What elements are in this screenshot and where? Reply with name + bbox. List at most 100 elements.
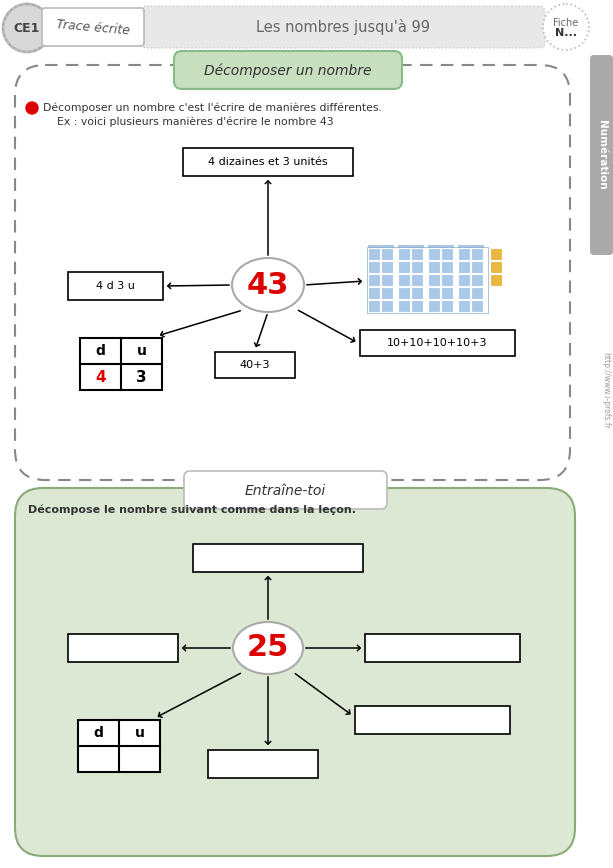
Text: u: u — [135, 726, 145, 740]
Bar — [398, 293, 410, 304]
Bar — [411, 300, 423, 312]
Bar — [368, 293, 380, 304]
Bar — [365, 634, 520, 662]
Bar — [381, 257, 393, 268]
Bar — [208, 750, 318, 778]
Bar — [490, 261, 502, 273]
Bar — [183, 148, 353, 176]
Bar — [428, 274, 440, 286]
Bar — [368, 287, 380, 299]
Bar — [458, 257, 470, 268]
Text: N...: N... — [555, 28, 577, 38]
Bar — [441, 300, 453, 312]
Bar — [471, 261, 483, 273]
Bar — [398, 274, 410, 286]
Bar — [411, 287, 423, 299]
Text: Décomposer un nombre: Décomposer un nombre — [204, 63, 371, 78]
Bar — [368, 300, 380, 312]
FancyBboxPatch shape — [174, 51, 402, 89]
Bar — [368, 281, 380, 292]
Bar — [381, 245, 393, 256]
Text: u: u — [137, 344, 147, 358]
Bar — [471, 287, 483, 299]
Bar — [441, 287, 453, 299]
Ellipse shape — [233, 622, 303, 674]
Bar — [428, 261, 440, 273]
Bar — [471, 248, 483, 260]
Bar — [490, 274, 502, 286]
Bar — [80, 338, 162, 390]
Bar — [68, 634, 178, 662]
FancyBboxPatch shape — [15, 488, 575, 856]
Bar — [458, 269, 470, 280]
Text: Ex : voici plusieurs manières d'écrire le nombre 43: Ex : voici plusieurs manières d'écrire l… — [43, 117, 333, 128]
Text: 4: 4 — [95, 370, 106, 385]
Bar — [458, 261, 470, 273]
Text: Trace écrite: Trace écrite — [56, 18, 131, 37]
Bar — [441, 248, 453, 260]
Bar — [368, 245, 380, 256]
Bar — [441, 245, 453, 256]
Bar — [441, 281, 453, 292]
Bar — [381, 281, 393, 292]
Bar — [428, 300, 440, 312]
Bar — [381, 287, 393, 299]
Text: Les nombres jusqu'à 99: Les nombres jusqu'à 99 — [256, 19, 430, 35]
Text: 4 dizaines et 3 unités: 4 dizaines et 3 unités — [208, 157, 328, 167]
Text: Numération: Numération — [596, 120, 606, 190]
Text: d: d — [94, 726, 104, 740]
Bar — [458, 274, 470, 286]
Bar — [68, 272, 163, 300]
Bar — [411, 245, 423, 256]
Bar — [411, 274, 423, 286]
Bar — [458, 287, 470, 299]
Bar — [368, 261, 380, 273]
Text: d: d — [96, 344, 105, 358]
Bar — [368, 248, 380, 260]
Bar — [367, 247, 488, 313]
Bar — [471, 257, 483, 268]
Bar — [471, 293, 483, 304]
Text: Décomposer un nombre c'est l'écrire de manières différentes.: Décomposer un nombre c'est l'écrire de m… — [43, 102, 382, 113]
Text: http://www.i-profs.fr: http://www.i-profs.fr — [601, 352, 611, 429]
Bar — [398, 245, 410, 256]
Bar — [411, 281, 423, 292]
Bar — [411, 269, 423, 280]
Text: 40+3: 40+3 — [240, 360, 270, 370]
Bar — [398, 261, 410, 273]
FancyBboxPatch shape — [15, 65, 570, 480]
Bar — [193, 544, 363, 572]
Bar — [368, 274, 380, 286]
Text: Entraîne-toi: Entraîne-toi — [245, 484, 326, 498]
Bar — [368, 257, 380, 268]
Bar — [471, 281, 483, 292]
FancyBboxPatch shape — [42, 8, 144, 46]
Bar — [78, 720, 160, 772]
Bar — [381, 269, 393, 280]
Text: 10+10+10+10+3: 10+10+10+10+3 — [387, 338, 488, 348]
Bar — [471, 300, 483, 312]
Bar — [215, 352, 295, 378]
Bar — [411, 293, 423, 304]
Bar — [458, 245, 470, 256]
Bar — [411, 248, 423, 260]
Text: Fiche: Fiche — [554, 18, 579, 28]
Bar — [398, 269, 410, 280]
Bar — [355, 706, 510, 734]
Circle shape — [543, 4, 589, 50]
Text: CE1: CE1 — [14, 22, 40, 35]
Text: 4 d 3 u: 4 d 3 u — [96, 281, 135, 291]
Bar — [381, 261, 393, 273]
FancyBboxPatch shape — [590, 55, 613, 255]
Bar — [458, 300, 470, 312]
Bar — [428, 269, 440, 280]
Bar — [398, 257, 410, 268]
Text: 25: 25 — [247, 634, 289, 662]
Circle shape — [3, 4, 51, 52]
Bar — [428, 293, 440, 304]
Ellipse shape — [232, 258, 304, 312]
Bar — [441, 274, 453, 286]
Bar — [428, 257, 440, 268]
Bar — [471, 274, 483, 286]
Bar — [441, 269, 453, 280]
